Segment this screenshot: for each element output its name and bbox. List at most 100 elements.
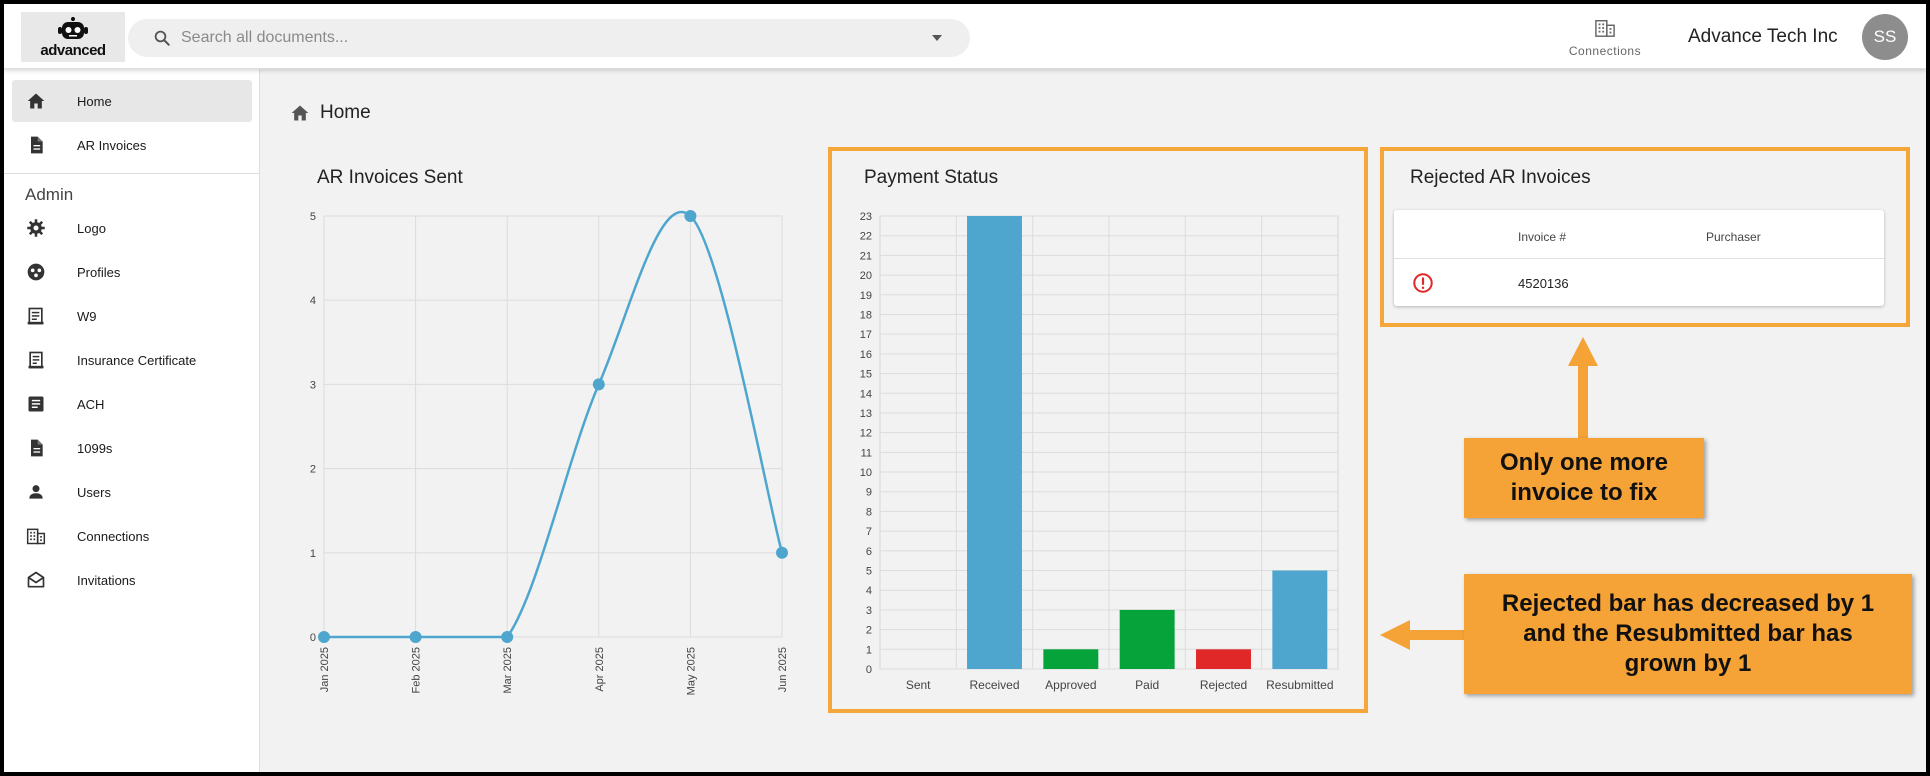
y-tick-label: 14 (860, 388, 872, 400)
invoice-number: 4520136 (1518, 276, 1569, 291)
y-tick-label: 17 (860, 329, 872, 341)
y-tick-label: 22 (860, 231, 872, 243)
y-tick-label: 4 (310, 295, 316, 307)
robot-icon (58, 16, 88, 39)
x-tick-label: Jan 2025 (319, 647, 331, 692)
bar-paid (1119, 609, 1175, 669)
y-tick-label: 4 (866, 585, 872, 597)
column-header-purchaser[interactable]: Purchaser (1706, 230, 1761, 244)
building-icon (1595, 20, 1615, 37)
y-tick-label: 6 (866, 546, 872, 558)
y-tick-label: 3 (866, 605, 872, 617)
sidebar-item-label: Insurance Certificate (77, 352, 197, 368)
sidebar-item-logo[interactable]: Logo (12, 207, 252, 249)
arrow-left-shaft (1404, 630, 1496, 640)
data-point (592, 378, 605, 391)
y-tick-label: 12 (860, 428, 872, 440)
sidebar-item-profiles[interactable]: Profiles (12, 251, 252, 293)
certificate-icon (28, 351, 44, 369)
avatar[interactable]: SS (1862, 14, 1908, 60)
rejected-invoices-title: Rejected AR Invoices (1410, 167, 1591, 188)
home-icon (291, 105, 309, 121)
table-divider (1394, 258, 1884, 259)
profiles-icon (27, 263, 45, 281)
series-line (324, 211, 784, 639)
y-tick-label: 5 (310, 211, 316, 223)
x-tick-label: Resubmitted (1266, 678, 1333, 692)
callout-one-more-invoice: Only one more invoice to fix (1464, 438, 1704, 518)
sidebar-item-label: Invitations (77, 572, 136, 588)
sidebar-item-w9[interactable]: W9 (12, 295, 252, 337)
y-tick-label: 10 (860, 467, 872, 479)
gear-icon (27, 219, 45, 237)
y-tick-label: 8 (866, 506, 872, 518)
sidebar: Home AR Invoices Admin Logo Profiles W9 … (4, 69, 260, 772)
company-logo[interactable]: advanced (21, 12, 125, 62)
sidebar-item-home[interactable]: Home (12, 80, 252, 122)
document-icon (31, 439, 43, 457)
y-tick-label: 2 (866, 625, 872, 637)
y-tick-label: 15 (860, 369, 872, 381)
y-tick-label: 1 (866, 644, 872, 656)
sidebar-item-label: AR Invoices (77, 137, 147, 153)
sidebar-item-users[interactable]: Users (12, 471, 252, 513)
sidebar-item-label: Logo (77, 220, 106, 236)
x-tick-label: Paid (1135, 678, 1159, 692)
y-tick-label: 2 (310, 464, 316, 476)
x-tick-label: Rejected (1200, 678, 1247, 692)
y-tick-label: 7 (866, 526, 872, 538)
sidebar-item-label: Connections (77, 528, 150, 544)
x-tick-label: Sent (906, 678, 931, 692)
sidebar-item-invitations[interactable]: Invitations (12, 559, 252, 601)
x-tick-label: Received (969, 678, 1019, 692)
payment-status-highlight (828, 147, 1368, 713)
sidebar-item-label: Users (77, 484, 111, 500)
search-dropdown-icon[interactable] (932, 35, 942, 41)
y-tick-label: 18 (860, 309, 872, 321)
search-input[interactable] (181, 29, 901, 47)
x-tick-label: Apr 2025 (594, 647, 606, 692)
error-icon (1413, 273, 1433, 293)
data-point (318, 631, 330, 643)
rejected-invoices-highlight (1380, 147, 1910, 327)
sidebar-item-ar-invoices[interactable]: AR Invoices (12, 124, 252, 166)
y-tick-label: 11 (861, 447, 872, 459)
search-icon (154, 30, 170, 46)
sidebar-item-insurance-certificate[interactable]: Insurance Certificate (12, 339, 252, 381)
bar-chart-title: Payment Status (864, 167, 999, 188)
x-tick-label: Jun 2025 (777, 647, 789, 692)
sidebar-item-ach[interactable]: ACH (12, 383, 252, 425)
logo-text: advanced (40, 41, 106, 59)
admin-heading: Admin (25, 185, 74, 204)
y-tick-label: 1 (310, 548, 316, 560)
sidebar-item-label: Home (77, 93, 112, 109)
y-tick-label: 0 (310, 632, 316, 644)
column-header-invoice[interactable]: Invoice # (1518, 230, 1567, 244)
connections-button[interactable]: Connections (1560, 18, 1650, 58)
sidebar-item-label: W9 (77, 308, 97, 324)
data-point (409, 631, 422, 643)
document-icon (31, 136, 43, 154)
arrow-left-head (1380, 620, 1410, 650)
y-tick-label: 21 (860, 250, 872, 262)
sidebar-item-label: ACH (77, 396, 105, 412)
home-icon (27, 93, 45, 109)
building-icon (26, 528, 46, 545)
y-tick-label: 23 (860, 211, 872, 223)
search-bar[interactable] (128, 19, 970, 57)
top-bar: advanced Connections Advance Tech Inc SS (4, 4, 1926, 69)
arrow-up-shaft (1578, 359, 1588, 441)
x-tick-label: Feb 2025 (411, 647, 423, 693)
breadcrumb: Home (290, 102, 371, 124)
annotation-arrows (1380, 337, 1598, 650)
arrow-up-head (1568, 337, 1598, 366)
ach-icon (28, 396, 44, 412)
y-tick-label: 5 (866, 566, 872, 578)
sidebar-item-connections[interactable]: Connections (12, 515, 252, 557)
y-tick-label: 13 (860, 408, 872, 420)
x-tick-label: Approved (1045, 678, 1096, 692)
bar-rejected (1196, 649, 1251, 669)
sidebar-item-1099s[interactable]: 1099s (12, 427, 252, 469)
x-tick-label: Mar 2025 (502, 647, 514, 693)
y-tick-label: 3 (310, 379, 316, 391)
